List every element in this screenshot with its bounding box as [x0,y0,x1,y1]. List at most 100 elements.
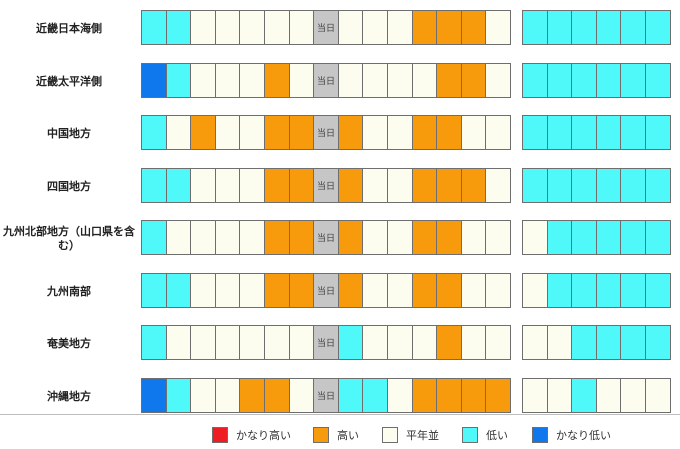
region-label: 中国地方 [47,127,91,140]
forecast-cell-high [460,167,487,203]
legend-label: 高い [337,429,359,442]
forecast-cell-normal [387,167,413,203]
forecast-cell-high [436,62,462,98]
forecast-cell-normal [190,167,216,203]
forecast-cell-low [522,167,548,203]
legend-label: かなり低い [556,429,611,442]
region-row: 九州南部 当日 [0,272,680,311]
forecast-cell-normal [387,272,413,308]
forecast-cell-low [645,272,671,308]
forecast-cell-low [645,115,671,150]
forecast-cell-low [571,377,597,413]
forecast-cell-low [595,220,622,255]
forecast-cell-normal [190,10,216,45]
today-cell: 当日 [313,220,339,255]
forecast-cell-low [620,167,646,203]
forecast-cell-normal [337,10,364,45]
forecast-cell-normal [214,115,241,150]
forecast-cell-normal [239,325,265,360]
forecast-cell-low [522,115,548,150]
legend-label: 平年並 [406,429,439,442]
forecast-cell-normal [387,62,413,98]
forecast-cell-normal [595,377,622,413]
forecast-cell-high [436,377,462,413]
forecast-cell-normal [460,272,487,308]
forecast-cell-normal [214,62,241,98]
forecast-cell-normal [288,377,315,413]
forecast-cell-low [546,272,573,308]
forecast-cell-normal [460,325,487,360]
forecast-cell-low [165,272,192,308]
forecast-cell-very-low [141,377,167,413]
forecast-cell-normal [239,167,265,203]
forecast-cell-normal [620,377,646,413]
forecast-cell-normal [214,220,241,255]
forecast-cell-normal [362,10,388,45]
forecast-cell-low [595,62,622,98]
forecast-cell-normal [546,377,573,413]
forecast-cell-high [288,220,315,255]
region-row: 沖縄地方 当日 [0,377,680,416]
forecast-cell-high [264,220,290,255]
legend-item-low: 低い [462,427,508,443]
today-cell: 当日 [313,167,339,203]
forecast-cell-high [337,220,364,255]
forecast-cell-high [264,377,290,413]
forecast-cell-normal [214,167,241,203]
forecast-cell-normal [214,272,241,308]
forecast-cell-normal [214,377,241,413]
forecast-cell-low [141,220,167,255]
legend-item-very-low: かなり低い [532,427,611,443]
forecast-cell-high [337,115,364,150]
legend-item-very-high: かなり高い [212,427,291,443]
forecast-cell-high [411,377,438,413]
forecast-cell-normal [387,377,413,413]
forecast-cell-normal [239,272,265,308]
forecast-cell-normal [485,220,511,255]
region-row: 九州北部地方（山口県を含む） 当日 [0,220,680,258]
forecast-cell-low [141,272,167,308]
forecast-cell-low [141,325,167,360]
region-label: 九州北部地方（山口県を含む） [3,225,135,252]
forecast-cell-high [485,377,511,413]
forecast-cell-low [620,115,646,150]
region-label: 四国地方 [47,179,91,193]
forecast-cell-low [595,272,622,308]
forecast-cell-high [436,220,462,255]
legend-swatch [313,427,329,443]
forecast-cell-low [522,10,548,45]
forecast-cell-normal [362,167,388,203]
forecast-cell-normal [190,62,216,98]
forecast-cell-normal [239,10,265,45]
forecast-cell-normal [362,325,388,360]
legend-swatch [462,427,478,443]
forecast-cell-high [190,115,216,150]
region-row: 四国地方 当日 [0,167,680,206]
forecast-cell-low [546,167,573,203]
forecast-cell-low [165,62,192,98]
forecast-cell-normal [288,10,315,45]
forecast-cell-high [460,377,487,413]
forecast-cell-normal [387,220,413,255]
legend-item-normal: 平年並 [382,427,439,443]
forecast-cell-normal [190,325,216,360]
forecast-cell-low [645,220,671,255]
today-cell: 当日 [313,62,339,98]
forecast-cell-high [436,325,462,360]
forecast-cell-very-low [141,62,167,98]
forecast-cell-low [571,62,597,98]
forecast-cell-low [165,167,192,203]
forecast-cell-low [645,325,671,360]
forecast-cell-low [546,10,573,45]
forecast-cell-normal [362,62,388,98]
legend-label: 低い [486,429,508,442]
forecast-cell-high [288,115,315,150]
forecast-cell-low [337,377,364,413]
today-cell: 当日 [313,272,339,308]
forecast-cell-low [165,10,192,45]
forecast-cell-high [460,10,487,45]
forecast-cell-normal [387,10,413,45]
forecast-cell-high [239,377,265,413]
legend-swatch [382,427,398,443]
forecast-cell-normal [190,377,216,413]
